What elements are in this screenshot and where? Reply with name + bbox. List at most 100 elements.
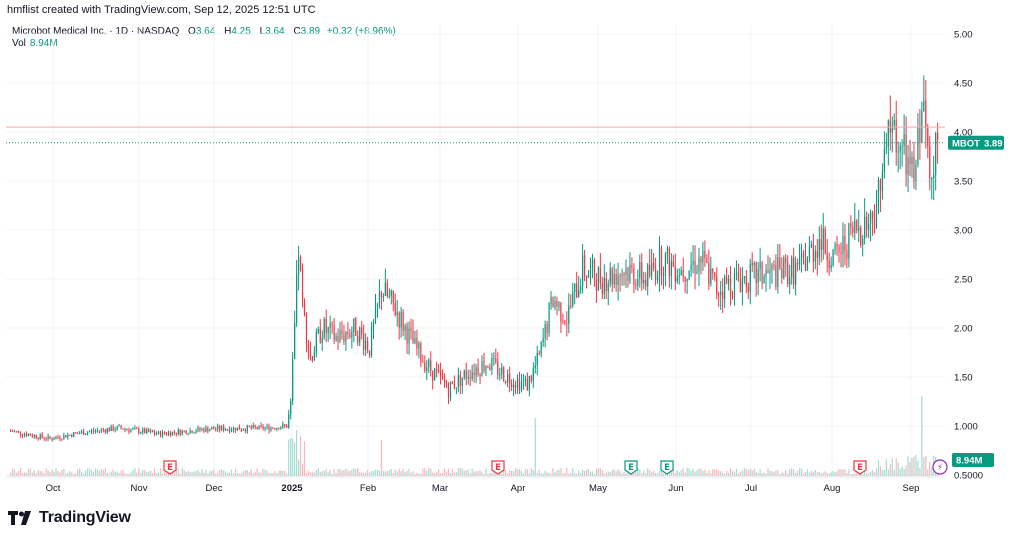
event-marker-label: E: [628, 463, 634, 473]
volume-bar: [725, 471, 728, 476]
candle-body: [885, 146, 887, 150]
candle-body: [747, 286, 749, 293]
candle-body: [43, 437, 45, 439]
candle-body: [552, 297, 554, 308]
volume-bar: [416, 472, 418, 476]
earnings-marker[interactable]: E: [660, 460, 674, 475]
volume-bar: [438, 469, 440, 476]
volume-bar: [418, 473, 420, 476]
candle-body: [789, 277, 791, 285]
candle-body: [917, 127, 919, 166]
volume-bar: [852, 473, 854, 476]
volume-bar: [240, 473, 242, 476]
volume-bar: [33, 470, 35, 476]
tradingview-logo[interactable]: TradingView: [8, 509, 131, 527]
candle-body: [284, 424, 286, 426]
volume-bar: [161, 473, 164, 476]
volume-bar: [568, 473, 570, 476]
volume-bar: [698, 468, 700, 476]
earnings-marker[interactable]: E: [163, 460, 177, 475]
candle-body: [716, 276, 718, 294]
volume-bar: [11, 468, 14, 476]
volume-bar: [96, 469, 99, 476]
candle-body: [643, 279, 645, 284]
earnings-marker[interactable]: E: [624, 460, 638, 475]
volume-bar: [475, 470, 477, 476]
volume-bar: [311, 471, 313, 476]
candle-body: [927, 127, 929, 147]
volume-bar: [374, 469, 377, 476]
volume-bar: [189, 471, 191, 476]
volume-bar: [157, 472, 160, 476]
candle-body: [816, 250, 818, 258]
candle-body: [773, 264, 775, 266]
candle-body: [560, 302, 562, 322]
candle-body: [17, 431, 20, 433]
candle-body: [230, 430, 233, 432]
price-tick-label: 0.5000: [954, 471, 983, 482]
price-chart[interactable]: 5.00 4.50 4.00 3.50 3.00 2.50 2.00 1.50 1.000 0.5…: [0, 0, 1024, 500]
volume-bar: [850, 473, 852, 476]
candle-body: [430, 360, 432, 371]
candle-body: [516, 378, 519, 388]
volume-bar: [763, 472, 765, 476]
candle-body: [901, 145, 903, 147]
candle-body: [148, 429, 150, 433]
candle-body: [718, 293, 720, 296]
volume-bar: [909, 461, 911, 476]
candle-body: [846, 250, 848, 259]
dividend-marker[interactable]: ⚡: [932, 459, 948, 475]
volume-bar: [674, 473, 676, 476]
candle-body: [152, 430, 154, 433]
volume-bar: [252, 472, 254, 476]
volume-bar: [197, 469, 199, 476]
volume-bar: [264, 469, 266, 476]
candle-body: [355, 318, 357, 336]
candle-body: [909, 157, 911, 165]
candle-body: [428, 360, 430, 368]
volume-bar: [739, 471, 742, 476]
volume-bar: [67, 473, 69, 476]
volume-bar: [441, 473, 444, 476]
candle-body: [867, 223, 870, 230]
volume-bar: [258, 472, 260, 476]
candle-body: [580, 286, 582, 290]
volume-bar: [842, 469, 844, 476]
candle-body: [258, 425, 260, 429]
candle-body: [536, 353, 538, 366]
volume-bar: [262, 469, 264, 476]
price-axis[interactable]: 5.00 4.50 4.00 3.50 3.00 2.50 2.00 1.50 1.000 0.5…: [954, 30, 983, 482]
volume-bar: [426, 470, 428, 476]
volume-bar: [931, 467, 933, 476]
volume-bar: [481, 472, 483, 476]
volume-bar: [846, 473, 848, 476]
volume-bar: [769, 470, 771, 476]
earnings-marker[interactable]: E: [491, 460, 505, 475]
volume-bar: [795, 472, 797, 476]
volume-bar: [138, 468, 140, 476]
candle-body: [294, 322, 296, 360]
candle-body: [443, 377, 446, 384]
volume-bar: [518, 469, 521, 476]
volume-bar: [41, 471, 43, 476]
candle-body: [864, 216, 866, 240]
time-axis[interactable]: Oct Nov Dec 2025 Feb Mar Apr May Jun Jul Aug Sep: [46, 483, 920, 494]
candle-body: [173, 431, 175, 433]
candle-body: [704, 250, 706, 259]
candle-body: [589, 267, 592, 275]
candle-body: [333, 324, 335, 341]
event-markers[interactable]: E E E E E ⚡: [163, 459, 948, 475]
candle-body: [676, 276, 678, 282]
earnings-marker[interactable]: E: [853, 460, 867, 475]
candle-body: [396, 312, 398, 315]
candle-body: [282, 424, 284, 428]
volume-bar: [136, 472, 138, 476]
candle-body: [564, 321, 566, 324]
volume-bar: [806, 469, 809, 476]
volume-bar: [660, 470, 663, 476]
symbol-description[interactable]: Microbot Medical Inc. · 1D · NASDAQ: [12, 26, 180, 37]
candle-body: [264, 427, 266, 429]
volume-bar: [656, 473, 659, 476]
volume-bar: [895, 458, 897, 476]
candle-body: [933, 174, 935, 178]
